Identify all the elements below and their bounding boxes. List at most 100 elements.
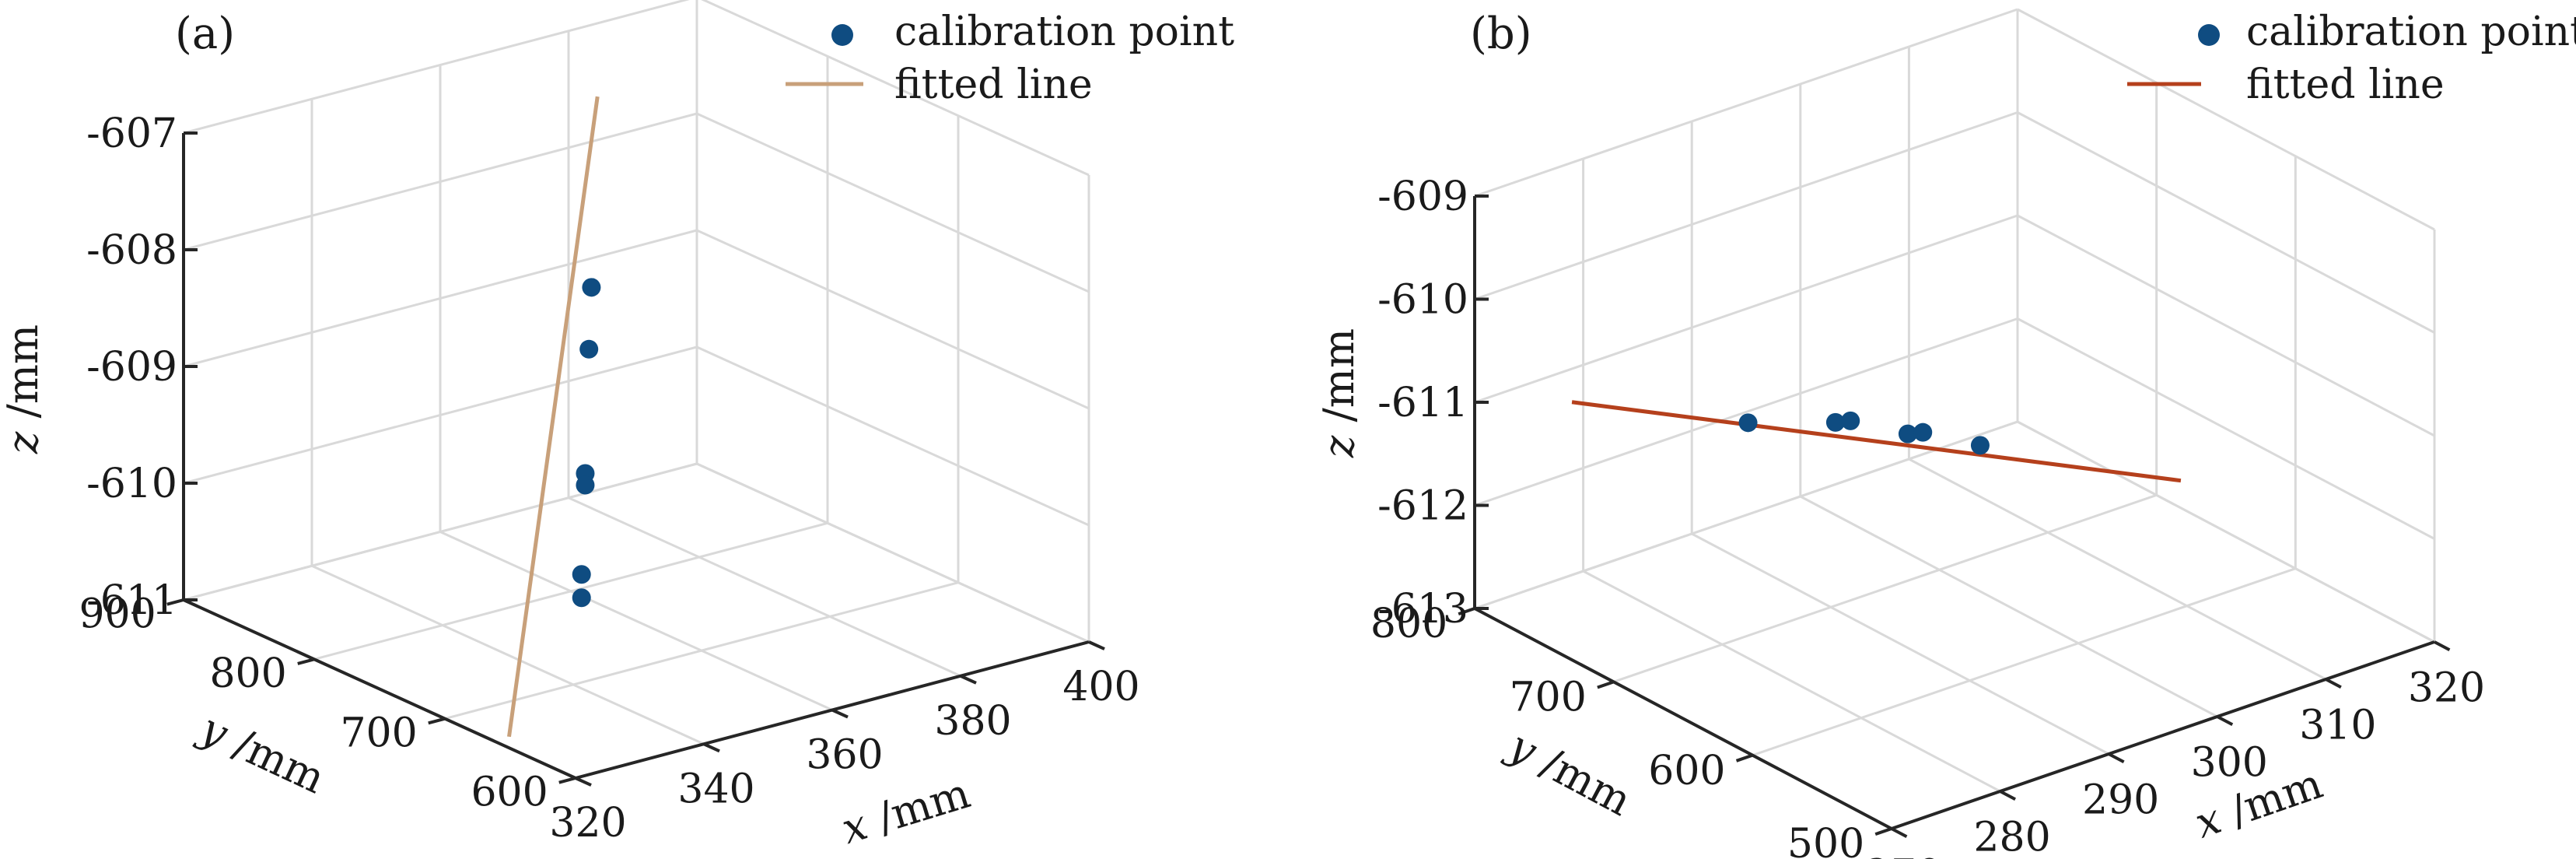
grid-line [1474, 420, 2018, 610]
y-tick-mark [1597, 680, 1615, 689]
grid-line [1582, 570, 2001, 793]
x-axis-label: x /mm [836, 769, 975, 854]
calibration-point [1913, 422, 1933, 442]
y-axis-line [1474, 607, 1892, 830]
calibration-point [1970, 436, 1990, 455]
grid-line [313, 521, 828, 661]
y-axis-line [183, 598, 576, 780]
grid-line [444, 581, 959, 721]
grid-line [696, 345, 1090, 527]
y-tick-label: 800 [209, 650, 286, 697]
grid-line [701, 0, 1090, 177]
legend: calibration point fitted line [2127, 9, 2576, 108]
x-tick-mark [2325, 678, 2342, 689]
chart-panel-b: 270 280 290 300 310 320 500 600 700 800-613 -612 -6… [1314, 8, 2576, 859]
grid-line [696, 462, 1090, 643]
y-tick-label: 500 [1787, 821, 1864, 859]
legend-label-fitted-line: fitted line [894, 61, 1093, 108]
x-tick-mark [2216, 715, 2234, 727]
y-tick-mark [1874, 827, 1892, 836]
x-tick-mark [1891, 827, 1908, 839]
grid-line [568, 496, 961, 678]
z-tick-label: -610 [86, 461, 177, 507]
x-tick-label: 290 [2082, 777, 2159, 823]
y-tick-mark [1735, 753, 1753, 763]
grid-line [2017, 8, 2435, 231]
y-tick-mark [558, 777, 576, 784]
calibration-point [576, 475, 595, 495]
x-tick-mark [960, 674, 977, 685]
x-tick-mark [2434, 640, 2451, 652]
z-tick-label: -609 [1377, 174, 1468, 220]
x-tick-mark [703, 742, 720, 753]
grid-line [183, 112, 698, 251]
grid-line [1474, 214, 2018, 404]
z-axis-label-variable: z [0, 431, 47, 454]
grid-line [696, 229, 1090, 410]
z-tick-label: -610 [1377, 277, 1468, 324]
grid-line [183, 229, 698, 368]
calibration-point [1898, 424, 1917, 444]
z-tick-label: -611 [1377, 380, 1468, 426]
grid-line [1691, 532, 2109, 756]
fitted-line [1571, 400, 2182, 483]
grid-line [2017, 317, 2435, 540]
x-tick-mark [2108, 752, 2125, 764]
grid-line [1800, 495, 2218, 718]
z-axis-label: z /mm [0, 324, 47, 454]
y-tick-mark [297, 657, 315, 665]
x-tick-label: 280 [1973, 814, 2050, 859]
panel-label: (b) [1470, 9, 1532, 59]
x-axis-label-unit: /mm [859, 769, 975, 847]
legend-label-fitted-line: fitted line [2246, 61, 2445, 108]
calibration-point [1841, 411, 1860, 430]
y-axis-label: y /mm [191, 703, 332, 803]
z-tick-label: -611 [86, 577, 177, 624]
calibration-point [572, 565, 591, 584]
grid-line [2017, 214, 2435, 437]
x-tick-mark [575, 777, 592, 787]
grid-line [1474, 8, 2018, 198]
y-tick-label: 900 [79, 591, 156, 638]
x-tick-mark [1088, 640, 1105, 650]
x-tick-label: 270 [1865, 851, 1942, 859]
grid-line [1613, 493, 2158, 683]
z-tick-label: -608 [86, 227, 177, 274]
y-tick-mark [1458, 607, 1475, 616]
z-tick-label: -612 [1377, 483, 1468, 530]
x-axis-line [1891, 640, 2435, 830]
grid-line [696, 112, 1090, 293]
z-tick-label: -609 [86, 344, 177, 391]
calibration-point [582, 278, 601, 297]
legend-label-calibration-point: calibration point [2246, 9, 2576, 55]
y-tick-label: 800 [1370, 601, 1447, 647]
y-tick-label: 700 [1510, 674, 1587, 721]
grid-line [1474, 111, 2018, 300]
grid-line [183, 345, 698, 485]
fitted-line [507, 96, 600, 738]
z-axis-label-variable: z [1314, 435, 1363, 458]
calibration-point [1738, 413, 1758, 433]
x-tick-label: 320 [549, 800, 626, 847]
grid-line [183, 0, 690, 135]
legend-label-calibration-point: calibration point [894, 9, 1234, 55]
x-tick-label: 400 [1062, 664, 1139, 710]
z-tick-label: -613 [1377, 586, 1468, 633]
x-tick-label: 300 [2191, 739, 2268, 786]
calibration-point [579, 339, 599, 359]
x-tick-label: 310 [2299, 702, 2376, 749]
x-tick-label: 320 [2408, 664, 2485, 711]
chart-panel-a: 320 340 360 380 400 600 700 800 900-611 -610 -609 -… [0, 0, 1234, 854]
x-tick-label: 360 [806, 732, 883, 779]
grid-line [183, 462, 698, 601]
z-axis-label: z /mm [1314, 328, 1363, 458]
calibration-point [572, 588, 591, 608]
y-axis-label-unit: /mm [215, 713, 332, 803]
y-tick-label: 600 [1648, 748, 1725, 794]
x-tick-label: 380 [934, 698, 1011, 745]
panel-label: (a) [175, 9, 235, 59]
x-tick-mark [1999, 790, 2016, 801]
grid [1473, 8, 2436, 830]
grid-line [311, 564, 705, 745]
